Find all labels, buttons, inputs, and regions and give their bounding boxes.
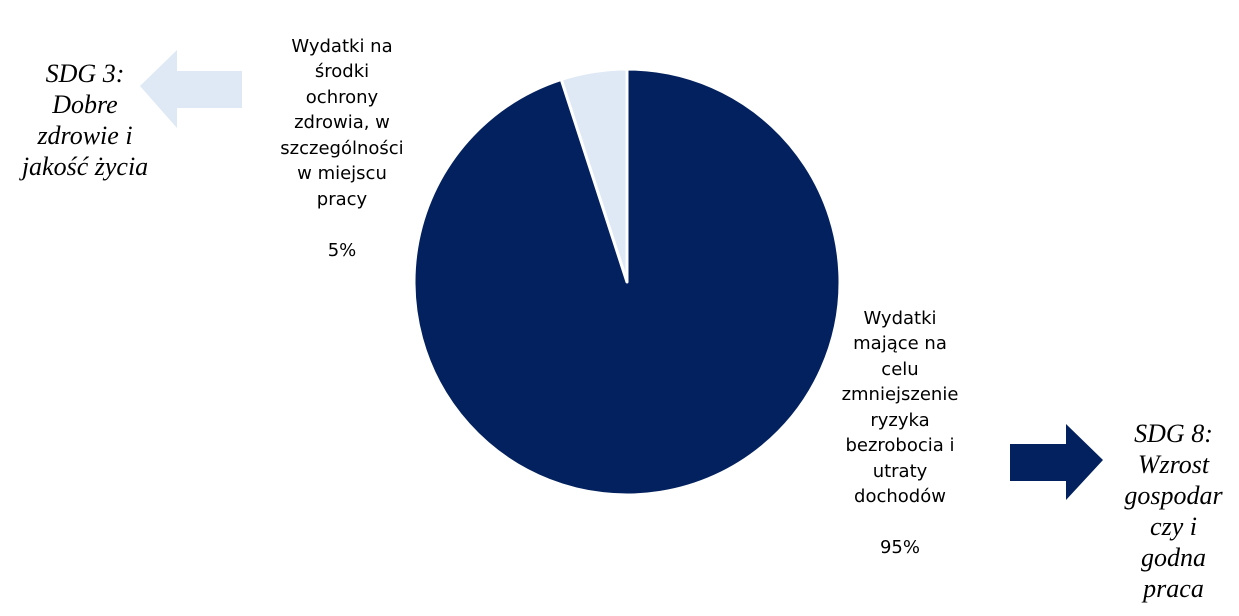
slice-label-text: Wydatki na środki ochrony zdrowia, w szc… (280, 35, 404, 210)
slice-label-text: Wydatki mające na celu zmniejszenie ryzy… (841, 307, 959, 508)
slice-label-health: Wydatki na środki ochrony zdrowia, w szc… (262, 8, 422, 263)
sdg8-annotation: SDG 8: Wzrost gospodar czy i godna praca (1124, 419, 1223, 603)
slice-label-unemployment: Wydatki mające na celu zmniejszenie ryzy… (808, 280, 992, 561)
pie-slices (412, 67, 842, 497)
arrow-right-icon (1010, 424, 1103, 500)
sdg3-annotation: SDG 3: Dobre zdrowie i jakość życia (21, 59, 149, 181)
arrow-left-icon (140, 50, 242, 128)
slice-value-label: 95% (879, 537, 920, 558)
pie-slice-unemployment (412, 67, 842, 497)
slice-value-label: 5% (327, 239, 357, 261)
